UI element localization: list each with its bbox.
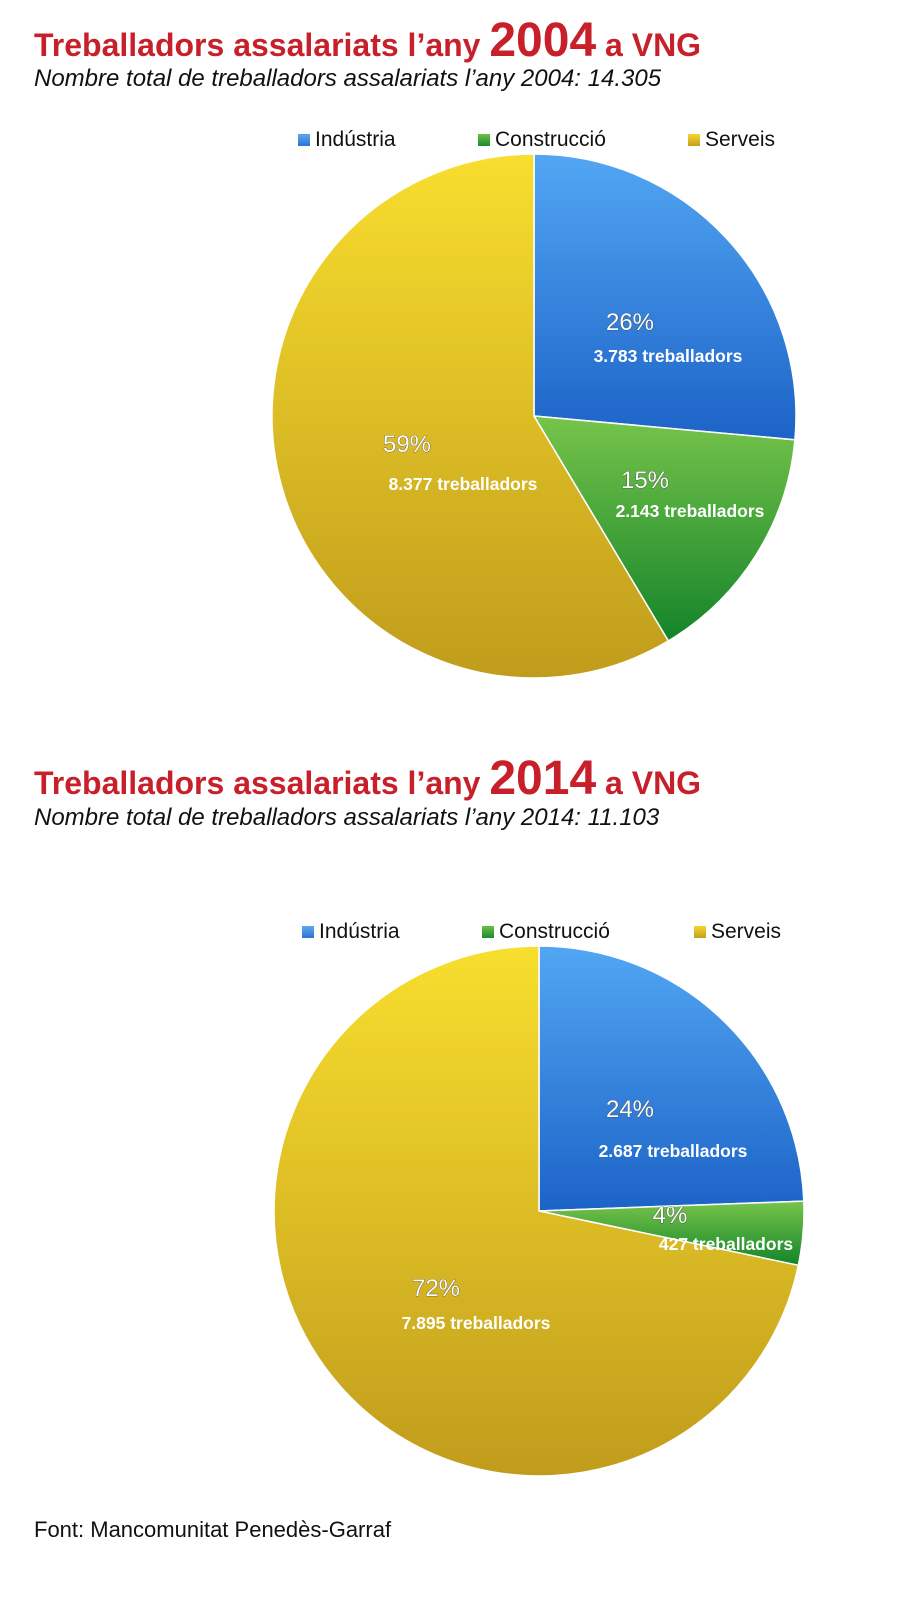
chart-subtitle-2014: Nombre total de treballadors assalariats…: [34, 804, 660, 831]
legend-swatch-construccio: [482, 926, 494, 938]
slice-count-label-serveis: 8.377 treballadors: [389, 474, 538, 494]
legend-item-industria: Indústria: [298, 127, 396, 153]
slice-percent-label-industria: 26%: [606, 309, 654, 336]
pie-slice-serveis: [271, 153, 670, 679]
slice-percent-label-construccio: 15%: [621, 467, 669, 494]
pie-slice-industria: [538, 945, 805, 1212]
slice-percent-label-serveis: 72%: [412, 1275, 460, 1302]
slice-percent-label-industria: 24%: [606, 1096, 654, 1123]
legend-2004: Indústria Construcció Serveis: [298, 127, 818, 153]
slice-count-label-serveis: 7.895 treballadors: [402, 1313, 551, 1333]
legend-swatch-industria: [298, 134, 310, 146]
title-suffix: a VNG: [605, 27, 702, 63]
title-prefix: Treballadors assalariats l’any: [34, 765, 481, 801]
pie-chart-2004: 26% 3.783 treballadors 15% 2.143 treballado…: [271, 153, 797, 679]
slice-count-label-construccio: 2.143 treballadors: [616, 501, 765, 521]
legend-item-serveis: Serveis: [694, 919, 781, 945]
slice-count-label-industria: 2.687 treballadors: [599, 1141, 748, 1161]
legend-label-industria: Indústria: [319, 920, 400, 943]
slice-count-label-industria: 3.783 treballadors: [594, 346, 743, 366]
slice-percent-label-serveis: 59%: [383, 431, 431, 458]
legend-item-serveis: Serveis: [688, 127, 775, 153]
title-prefix: Treballadors assalariats l’any: [34, 27, 481, 63]
legend-item-construccio: Construcció: [478, 127, 606, 153]
legend-label-construccio: Construcció: [499, 920, 610, 943]
title-suffix: a VNG: [605, 765, 702, 801]
legend-label-industria: Indústria: [315, 128, 396, 151]
pie-slice-industria: [533, 153, 797, 441]
legend-swatch-serveis: [688, 134, 700, 146]
chart-subtitle-2004: Nombre total de treballadors assalariats…: [34, 65, 662, 92]
pie-slice-construccio: [532, 415, 796, 642]
chart-title-2014: Treballadors assalariats l’any 2014 a VN…: [34, 754, 701, 808]
legend-label-construccio: Construcció: [495, 128, 606, 151]
legend-label-serveis: Serveis: [705, 128, 776, 151]
title-year: 2014: [489, 752, 597, 805]
legend-item-construccio: Construcció: [482, 919, 610, 945]
source-note: Font: Mancomunitat Penedès-Garraf: [34, 1517, 392, 1542]
slice-count-label-construccio: 427 treballadors: [659, 1234, 793, 1254]
legend-label-serveis: Serveis: [711, 920, 782, 943]
legend-2014: Indústria Construcció Serveis: [302, 919, 822, 945]
slice-percent-label-construccio: 4%: [653, 1202, 688, 1229]
title-year: 2004: [489, 14, 597, 67]
chart-title-2004: Treballadors assalariats l’any 2004 a VN…: [34, 16, 701, 70]
legend-swatch-industria: [302, 926, 314, 938]
pie-slice-serveis: [273, 945, 800, 1477]
pie-chart-2014: 24% 2.687 treballadors 4% 427 treballadors 7…: [273, 945, 805, 1477]
legend-swatch-serveis: [694, 926, 706, 938]
legend-swatch-construccio: [478, 134, 490, 146]
legend-item-industria: Indústria: [302, 919, 400, 945]
